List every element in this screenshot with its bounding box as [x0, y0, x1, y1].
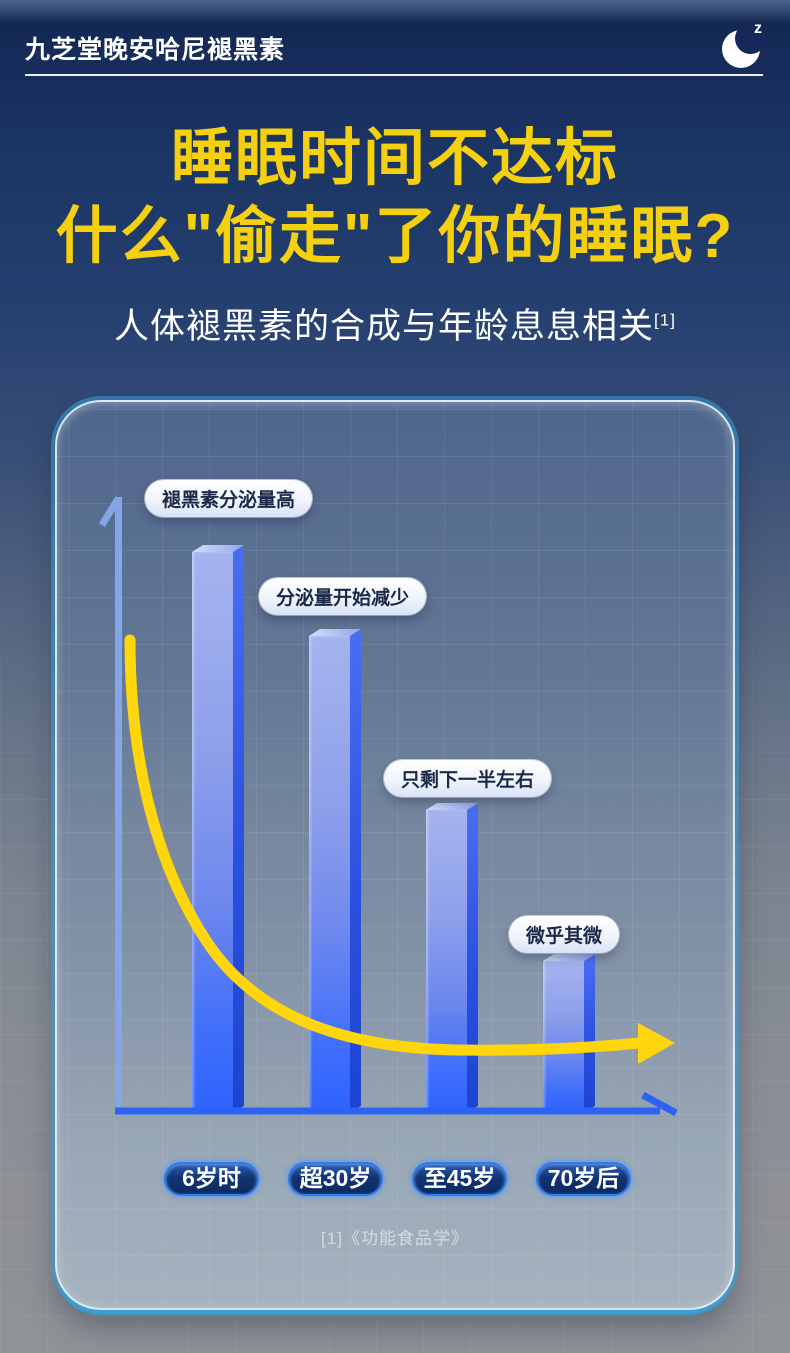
bar-chart: 褪黑素分泌量高 分泌量开始减少 只剩下一半左右 微乎其微 6岁时 超30岁 至4…: [57, 402, 733, 1308]
headline-line1: 睡眠时间不达标: [170, 124, 619, 193]
sleep-z-glyph: z: [754, 20, 762, 37]
annotation-pill-2: 分泌量开始减少: [259, 578, 427, 615]
bar-front-face: [426, 810, 467, 1112]
brand-title: 九芝堂晚安哈尼褪黑素: [25, 36, 286, 64]
night-sky-glow: [0, 0, 790, 24]
annotation-pill-4: 微乎其微: [509, 916, 620, 953]
bar-4: [543, 954, 595, 1112]
category-label-age45: 至45岁: [412, 1162, 507, 1196]
bar-top-face: [192, 545, 244, 552]
x-axis-arrow: [641, 1091, 678, 1117]
bar-side-face: [584, 954, 595, 1112]
bar-side-face: [350, 629, 361, 1112]
annotation-pill-1: 褪黑素分泌量高: [145, 480, 313, 517]
category-label-age30: 超30岁: [288, 1162, 383, 1196]
headline: 睡眠时间不达标 什么"偷走"了你的睡眠?: [0, 120, 790, 275]
bar-front-face: [192, 552, 233, 1112]
trend-curve-arrowhead: [638, 1023, 675, 1064]
bar-front-face: [543, 961, 584, 1112]
moon-crescent-cutout: [735, 23, 766, 54]
bar-top-face: [309, 629, 361, 636]
bar-side-face: [233, 545, 244, 1112]
source-footnote: [1]《功能食品学》: [321, 1229, 469, 1248]
category-label-age70: 70岁后: [536, 1162, 631, 1196]
crescent-moon-icon: z: [720, 20, 766, 70]
headline-line2: 什么"偷走"了你的睡眠?: [55, 201, 735, 271]
y-axis-arrow: [99, 496, 122, 527]
bar-1: [192, 545, 244, 1112]
reference-mark: [1]: [654, 310, 676, 330]
subheadline: 人体褪黑素的合成与年龄息息相关[1]: [0, 298, 790, 349]
subheadline-text: 人体褪黑素的合成与年龄息息相关: [114, 307, 655, 346]
bar-front-face: [309, 636, 350, 1112]
header-divider: [25, 74, 763, 76]
chart-card: 褪黑素分泌量高 分泌量开始减少 只剩下一半左右 微乎其微 6岁时 超30岁 至4…: [55, 400, 735, 1310]
bar-3: [426, 803, 478, 1112]
bar-side-face: [467, 803, 478, 1112]
annotation-pill-3: 只剩下一半左右: [384, 760, 552, 797]
x-axis-category-row: 6岁时 超30岁 至45岁 70岁后: [164, 1162, 631, 1196]
category-label-age6: 6岁时: [164, 1162, 259, 1196]
bar-2: [309, 629, 361, 1112]
